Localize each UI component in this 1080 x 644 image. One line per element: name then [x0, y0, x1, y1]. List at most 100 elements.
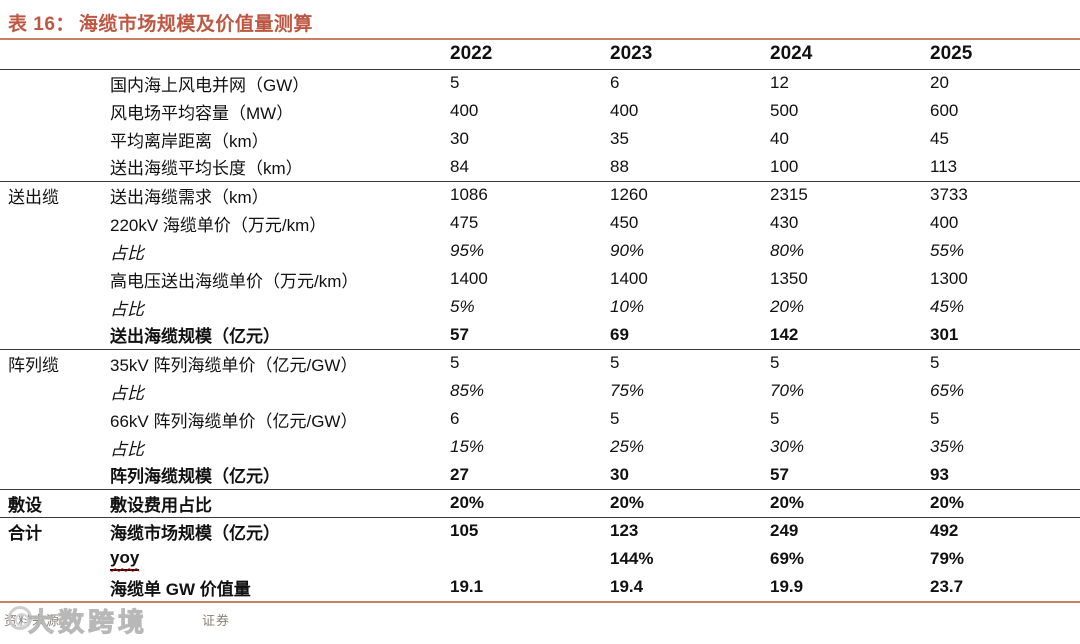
row-value-cell-text: 30% — [770, 437, 805, 456]
row-value-cell: 30 — [450, 125, 610, 153]
row-value-cell-text: 88 — [610, 156, 629, 176]
row-section-label: 阵列缆 — [0, 348, 110, 377]
row-section-label — [0, 209, 110, 237]
row-value-cell: 65% — [930, 377, 1080, 405]
row-value-cell: 400 — [930, 209, 1080, 237]
row-value-cell: 5 — [770, 405, 930, 433]
header-label-spacer — [110, 40, 450, 70]
row-value-cell: 95% — [450, 237, 610, 265]
row-value-cell: 69% — [770, 545, 930, 573]
row-section-label — [0, 545, 110, 573]
row-value-cell-text: 93 — [930, 464, 949, 484]
row-value-cell: 20% — [610, 488, 770, 517]
row-item-label-text: 66kV 阵列海缆单价（亿元/GW） — [110, 411, 358, 431]
row-value-cell: 5 — [770, 348, 930, 377]
row-value-cell-text: 6 — [610, 73, 620, 93]
row-item-label: 海缆单 GW 价值量 — [110, 573, 450, 601]
row-value-cell: 70% — [770, 377, 930, 405]
row-value-cell-text: 492 — [930, 521, 959, 541]
row-section-label — [0, 69, 110, 97]
row-value-cell: 93 — [930, 461, 1080, 489]
row-value-cell: 142 — [770, 321, 930, 349]
row-value-cell-text: 5 — [610, 409, 620, 428]
row-item-label: 送出海缆需求（km） — [110, 180, 450, 209]
row-item-label: 送出海缆规模（亿元） — [110, 321, 450, 349]
row-section-label: 合计 — [0, 516, 110, 545]
row-value-cell-text: 80% — [770, 241, 805, 260]
row-section-label — [0, 237, 110, 265]
row-value-cell-text: 105 — [450, 521, 479, 541]
row-value-cell: 1300 — [930, 265, 1080, 293]
table-row: 高电压送出海缆单价（万元/km） 1400 1400 1350 1300 — [0, 265, 1080, 293]
column-header-2023: 2023 — [610, 40, 770, 70]
row-value-cell: 84 — [450, 153, 610, 181]
table-row: 占比 85% 75% 70% 65% — [0, 377, 1080, 405]
row-value-cell-text: 10% — [610, 297, 645, 316]
table-row: 送出缆 送出海缆需求（km） 1086 1260 2315 3733 — [0, 180, 1080, 209]
row-item-label-text: 送出海缆规模（亿元） — [110, 327, 280, 347]
row-value-cell-text: 19.4 — [610, 577, 644, 596]
row-value-cell-text: 30 — [450, 129, 469, 148]
header-section-spacer — [0, 40, 110, 70]
data-table-wrapper: 2022 2023 2024 2025 国内海上风电并网（GW） 5 6 12 20 风电… — [0, 38, 1080, 603]
table-row: 海缆单 GW 价值量 19.1 19.4 19.9 23.7 — [0, 573, 1080, 601]
source-suffix: 证券 — [202, 613, 231, 628]
column-header-2024: 2024 — [770, 40, 930, 70]
row-value-cell: 20 — [930, 69, 1080, 97]
row-value-cell: 5 — [930, 348, 1080, 377]
data-table: 2022 2023 2024 2025 国内海上风电并网（GW） 5 6 12 20 风电… — [0, 40, 1080, 601]
row-value-cell-text: 20% — [450, 493, 485, 512]
row-value-cell: 2315 — [770, 180, 930, 209]
table-row: 送出海缆规模（亿元） 57 69 142 301 — [0, 321, 1080, 349]
row-section-label — [0, 573, 110, 601]
table-row: 66kV 阵列海缆单价（亿元/GW） 6 5 5 5 — [0, 405, 1080, 433]
row-section-label — [0, 321, 110, 349]
row-value-cell: 35 — [610, 125, 770, 153]
row-section-label: 送出缆 — [0, 180, 110, 209]
row-value-cell-text: 2315 — [770, 185, 808, 205]
header-row: 2022 2023 2024 2025 — [0, 40, 1080, 70]
row-item-label: 送出海缆平均长度（km） — [110, 153, 450, 181]
row-item-label-text: 敷设费用占比 — [110, 495, 212, 515]
row-value-cell: 55% — [930, 237, 1080, 265]
table-row: 阵列海缆规模（亿元） 27 30 57 93 — [0, 461, 1080, 489]
row-value-cell-text: 84 — [450, 156, 469, 176]
row-value-cell: 5 — [450, 348, 610, 377]
row-value-cell-text: 142 — [770, 324, 799, 344]
row-value-cell-text: 144% — [610, 549, 654, 568]
row-item-label-text: yoy — [110, 548, 140, 571]
row-value-cell-text: 35% — [930, 437, 965, 456]
row-item-label: 阵列海缆规模（亿元） — [110, 461, 450, 489]
table-row: 220kV 海缆单价（万元/km） 475 450 430 400 — [0, 209, 1080, 237]
table-row: 占比 5% 10% 20% 45% — [0, 293, 1080, 321]
row-section-label — [0, 265, 110, 293]
row-value-cell-text: 95% — [450, 241, 485, 260]
row-item-label: yoy — [110, 545, 450, 573]
row-value-cell: 20% — [930, 488, 1080, 517]
row-item-label: 占比 — [110, 293, 450, 321]
table-row: yoy 144% 69% 79% — [0, 545, 1080, 573]
table-row: 敷设 敷设费用占比 20% 20% 20% 20% — [0, 488, 1080, 517]
row-value-cell: 75% — [610, 377, 770, 405]
row-value-cell: 144% — [610, 545, 770, 573]
row-item-label: 海缆市场规模（亿元） — [110, 516, 450, 545]
row-item-label-text: 平均离岸距离（km） — [110, 131, 269, 151]
row-item-label: 35kV 阵列海缆单价（亿元/GW） — [110, 348, 450, 377]
row-value-cell-text: 79% — [930, 549, 965, 568]
row-section-label — [0, 377, 110, 405]
row-value-cell: 492 — [930, 516, 1080, 545]
row-value-cell: 85% — [450, 377, 610, 405]
row-item-label-text: 占比 — [110, 383, 144, 403]
row-value-cell: 500 — [770, 97, 930, 125]
row-item-label-text: 风电场平均容量（MW） — [110, 103, 294, 123]
row-item-label-text: 送出海缆平均长度（km） — [110, 159, 303, 179]
row-value-cell: 600 — [930, 97, 1080, 125]
row-section-label: 敷设 — [0, 488, 110, 517]
row-item-label: 占比 — [110, 433, 450, 461]
row-value-cell: 450 — [610, 209, 770, 237]
row-value-cell: 35% — [930, 433, 1080, 461]
row-value-cell-text: 301 — [930, 324, 959, 344]
row-item-label: 占比 — [110, 237, 450, 265]
row-value-cell-text: 1400 — [450, 269, 488, 288]
watermark-text: 大数跨境 — [27, 607, 149, 638]
